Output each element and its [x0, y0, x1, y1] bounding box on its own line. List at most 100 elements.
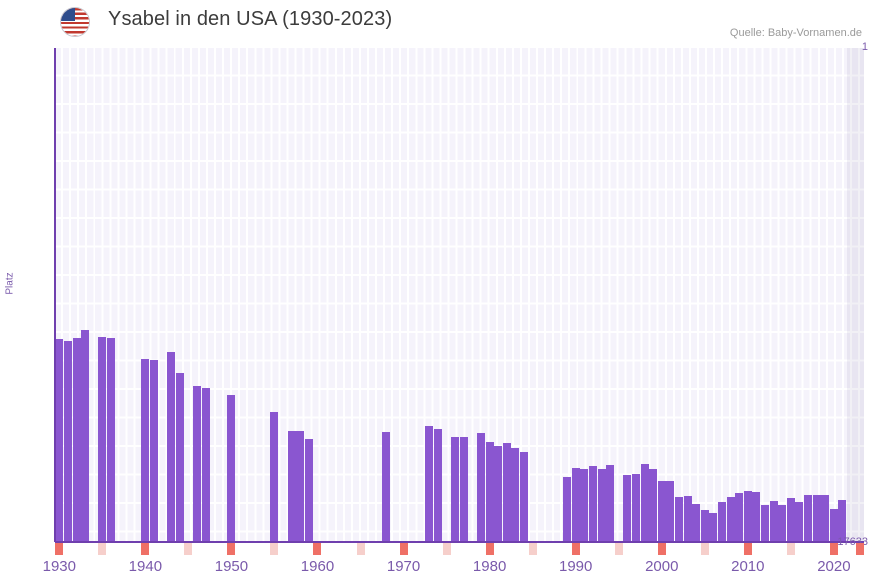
bar [502, 443, 511, 542]
bar [700, 510, 709, 542]
bar [752, 492, 761, 542]
y-axis-title: Platz [4, 272, 16, 295]
bar [717, 502, 726, 542]
chart-header: Ysabel in den USA (1930-2023) Quelle: Ba… [0, 0, 873, 44]
bar [588, 466, 597, 542]
bar [838, 500, 847, 542]
x-axis-tick-label: 1930 [42, 558, 76, 575]
half-decade-marker [442, 543, 451, 555]
bar [743, 491, 752, 542]
bar [494, 446, 503, 542]
x-axis-tick-label: 1990 [559, 558, 593, 575]
x-axis-tick-label: 1970 [386, 558, 421, 575]
bar [786, 498, 795, 542]
bar [735, 493, 744, 542]
bar [597, 469, 606, 542]
x-axis-tick-label: 1940 [128, 558, 163, 575]
half-decade-marker [700, 543, 709, 555]
decade-marker [743, 543, 752, 555]
half-decade-marker [528, 543, 537, 555]
bar [287, 431, 296, 542]
page-title: Ysabel in den USA (1930-2023) [108, 8, 393, 30]
bar [304, 439, 313, 542]
bar [778, 505, 787, 542]
source-attribution: Quelle: Baby-Vornamen.de [729, 27, 862, 39]
half-decade-marker [98, 543, 107, 555]
bar-series [55, 48, 864, 542]
bar [640, 464, 649, 542]
bar [606, 465, 615, 542]
decade-marker [399, 543, 408, 555]
bar [829, 509, 838, 542]
y-axis-tick-top: 1 [861, 41, 868, 53]
x-axis-tick-label: 1950 [214, 558, 249, 575]
decade-marker [571, 543, 580, 555]
decade-marker [829, 543, 838, 555]
bar [382, 432, 391, 542]
decade-marker [313, 543, 322, 555]
decade-marker [141, 543, 150, 555]
half-decade-marker [270, 543, 279, 555]
bar [98, 337, 107, 542]
bar [571, 468, 580, 542]
bar [485, 442, 494, 542]
bar [795, 502, 804, 542]
bar [804, 495, 813, 542]
y-axis-line [54, 48, 56, 542]
bar [425, 426, 434, 542]
flag-canton [61, 8, 75, 21]
bar [683, 496, 692, 542]
decade-marker [485, 543, 494, 555]
bar [55, 339, 64, 542]
bar [666, 481, 675, 542]
bar [193, 386, 201, 542]
x-axis-tick-label: 2010 [731, 558, 765, 575]
bar [631, 474, 640, 542]
half-decade-marker [786, 543, 795, 555]
bar [149, 360, 158, 542]
plot-area [55, 48, 864, 542]
x-axis-tick-label: 1980 [472, 558, 507, 575]
bar [821, 495, 830, 542]
bar [674, 497, 683, 542]
decade-marker [227, 543, 236, 555]
bar [201, 388, 210, 542]
bar [270, 412, 279, 542]
bar [623, 475, 632, 542]
bar [433, 429, 442, 542]
x-axis-line [55, 541, 864, 543]
bar [106, 338, 115, 542]
bar [141, 359, 150, 542]
bar [761, 505, 770, 542]
bar [563, 477, 572, 542]
bar [227, 395, 236, 542]
bar [649, 469, 658, 542]
bar [692, 504, 701, 542]
bar [175, 373, 184, 542]
bar [769, 501, 778, 542]
bar [72, 338, 81, 542]
x-axis-tick-label: 2000 [645, 558, 679, 575]
bar [709, 513, 718, 542]
bar [167, 352, 176, 542]
decade-markers [55, 543, 864, 555]
x-axis-tick-label: 1960 [300, 558, 335, 575]
bar [726, 497, 735, 542]
decade-marker [55, 543, 64, 555]
half-decade-marker [356, 543, 365, 555]
us-flag-icon [60, 7, 90, 37]
bar [520, 452, 529, 542]
bar [459, 437, 468, 542]
bar [296, 431, 305, 542]
bar [812, 495, 821, 542]
x-axis-tick-label: 2020 [817, 558, 851, 575]
bar [81, 330, 90, 542]
bar [511, 448, 520, 542]
decade-marker [855, 543, 864, 555]
half-decade-marker [184, 543, 193, 555]
bar [477, 433, 486, 542]
half-decade-marker [614, 543, 623, 555]
decade-marker [657, 543, 666, 555]
bar [580, 469, 589, 542]
